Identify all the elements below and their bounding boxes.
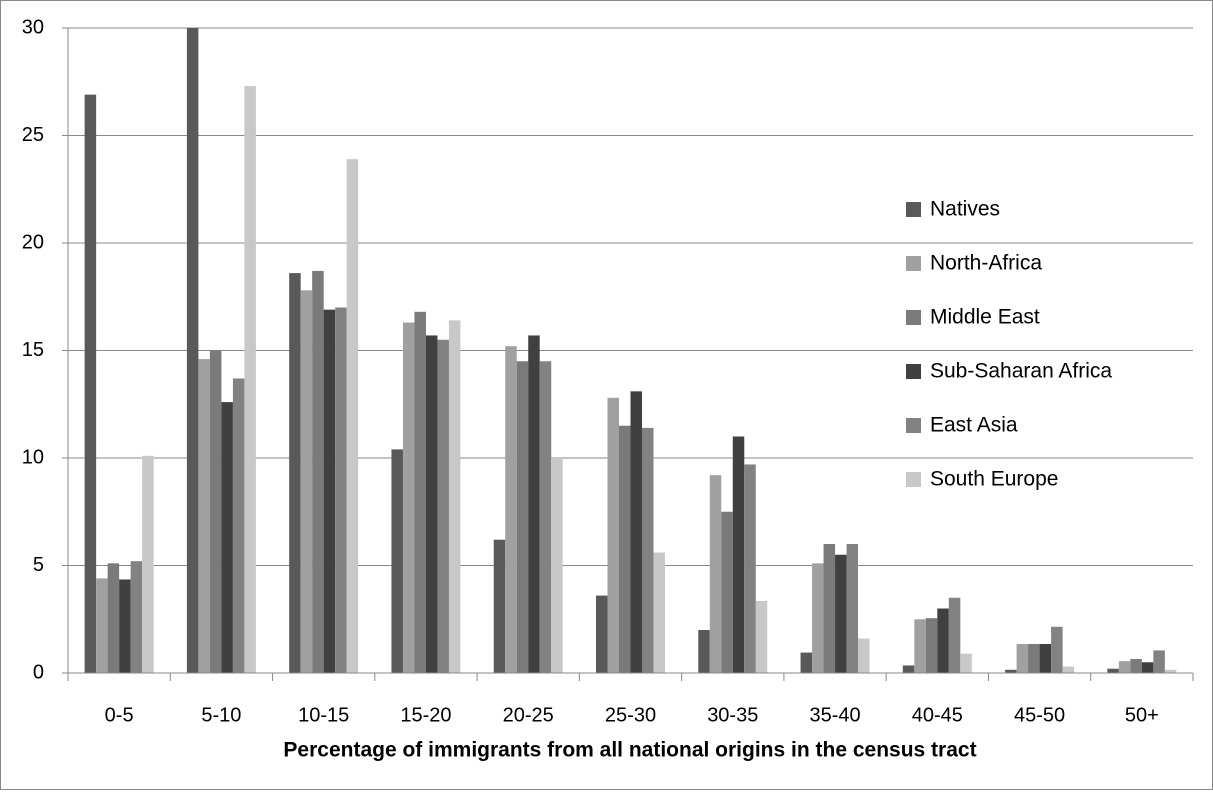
bar (596, 595, 608, 673)
bar (642, 427, 654, 673)
bar (948, 597, 961, 673)
bar (346, 159, 359, 673)
bar (698, 630, 710, 673)
y-tick-label: 20 (22, 231, 44, 253)
bar (1005, 669, 1017, 673)
bar (425, 335, 438, 673)
bar (84, 94, 97, 673)
bar (232, 378, 245, 673)
y-tick-label: 30 (22, 16, 44, 38)
bar (1130, 659, 1142, 673)
bar (1107, 668, 1119, 673)
bar (619, 425, 631, 673)
bar (744, 464, 756, 673)
legend-swatch (906, 418, 921, 433)
bar (732, 436, 745, 673)
bar (130, 561, 143, 673)
bar (1164, 669, 1177, 673)
x-tick-label: 20-25 (503, 704, 554, 726)
y-tick-label: 5 (33, 554, 44, 576)
bar (539, 361, 552, 673)
x-tick-label: 5-10 (201, 704, 241, 726)
legend-label: East Asia (930, 414, 1018, 437)
bar (960, 653, 972, 673)
x-tick-label: 40-45 (912, 704, 963, 726)
bar (391, 449, 403, 673)
bar (1153, 650, 1165, 673)
y-tick-label: 0 (33, 661, 44, 683)
y-tick-label: 15 (22, 339, 44, 361)
legend-swatch (906, 472, 921, 487)
bar (1141, 662, 1154, 673)
bar (528, 335, 540, 673)
bar (119, 579, 131, 673)
bar (858, 638, 870, 673)
bar (96, 578, 108, 673)
bar (835, 554, 847, 673)
bar (323, 309, 336, 673)
bar (1016, 643, 1029, 673)
bar (937, 608, 949, 673)
bar (414, 311, 426, 673)
bar (925, 618, 938, 673)
bar (607, 397, 619, 673)
bar (812, 563, 824, 673)
legend-label: Natives (930, 198, 1000, 221)
x-axis-title: Percentage of immigrants from all nation… (283, 739, 976, 762)
bar (551, 458, 563, 673)
bar (902, 665, 915, 673)
bar (823, 544, 836, 673)
x-tick-label: 50+ (1125, 704, 1159, 726)
bar (107, 563, 120, 673)
bar (1028, 643, 1040, 673)
bar (1118, 661, 1131, 673)
bar (630, 391, 642, 673)
legend-label: Sub-Saharan Africa (930, 360, 1112, 383)
y-tick-label: 25 (22, 124, 44, 146)
x-tick-label: 0-5 (105, 704, 134, 726)
x-tick-label: 15-20 (400, 704, 451, 726)
legend-swatch (906, 256, 921, 271)
bar (721, 511, 733, 673)
bar (653, 552, 665, 673)
bar (402, 322, 415, 673)
bar (1051, 626, 1063, 673)
legend-swatch (906, 202, 921, 217)
bar (437, 339, 449, 673)
bar (846, 544, 859, 673)
y-tick-label: 10 (22, 446, 44, 468)
bar (1062, 666, 1075, 673)
bar (516, 361, 529, 673)
x-tick-label: 30-35 (707, 704, 758, 726)
bar (186, 28, 199, 673)
bar (300, 290, 313, 673)
bar (209, 350, 222, 673)
bar (142, 455, 154, 673)
legend-label: South Europe (930, 468, 1058, 491)
legend-swatch (906, 310, 921, 325)
bar (448, 320, 461, 673)
bar (800, 652, 813, 673)
bar (914, 619, 926, 673)
x-tick-label: 25-30 (605, 704, 656, 726)
x-tick-label: 10-15 (298, 704, 349, 726)
bar (505, 346, 517, 673)
legend-label: North-Africa (930, 252, 1042, 275)
legend-label: Middle East (930, 306, 1040, 329)
bar (755, 600, 768, 673)
bar (244, 86, 256, 674)
bar (709, 475, 722, 673)
bar (289, 273, 301, 673)
bar (493, 539, 506, 673)
bar (1039, 643, 1052, 673)
x-tick-label: 45-50 (1014, 704, 1065, 726)
bar (221, 402, 233, 673)
bar (312, 270, 324, 673)
bar (198, 359, 210, 673)
bar (335, 307, 347, 673)
x-tick-label: 35-40 (809, 704, 860, 726)
legend-swatch (906, 364, 921, 379)
